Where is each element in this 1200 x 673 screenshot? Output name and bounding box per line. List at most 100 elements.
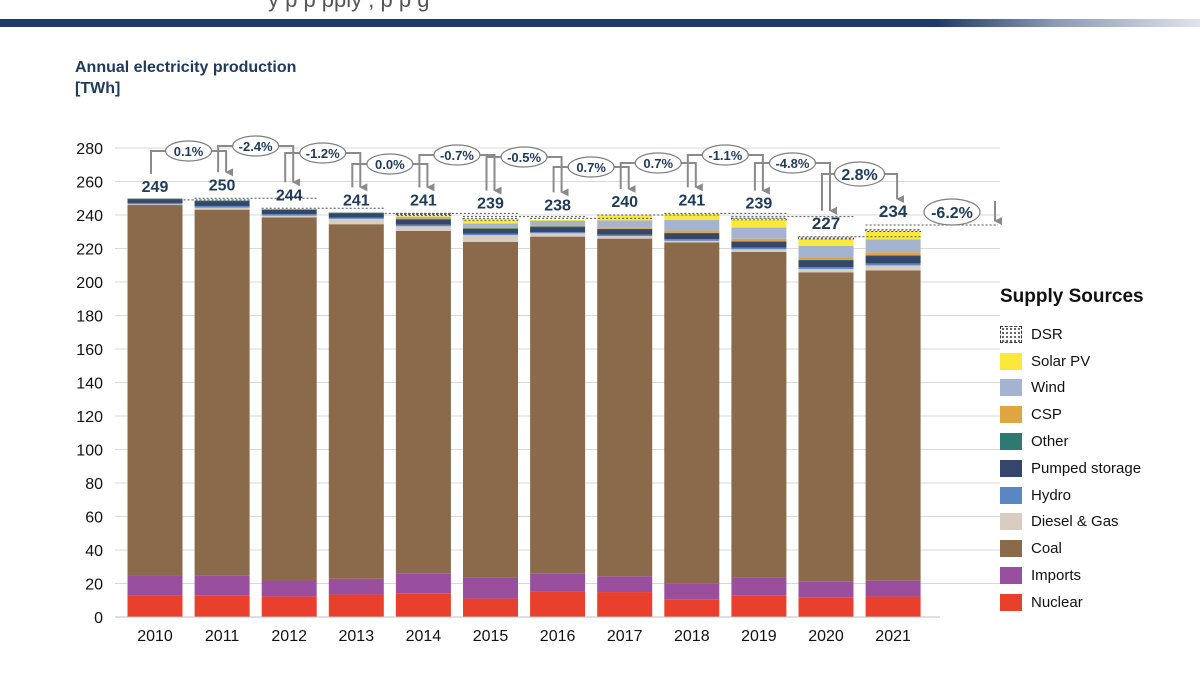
bar-segment-nuclear xyxy=(664,599,720,617)
legend-swatch xyxy=(1000,352,1022,370)
banner-bar xyxy=(0,19,1200,27)
legend-label: Nuclear xyxy=(1031,593,1083,611)
bar-segment-nuclear xyxy=(261,596,317,617)
x-tick-label: 2019 xyxy=(741,628,777,645)
bar-segment-hydro xyxy=(127,202,183,205)
bar-segment-solar-pv xyxy=(664,214,720,221)
legend-item-coal: Coal xyxy=(1000,535,1200,562)
legend-label: Hydro xyxy=(1031,486,1072,504)
bar-segment-csp xyxy=(597,227,653,229)
bar-segment-wind xyxy=(731,227,787,239)
bar-segment-pumped-storage xyxy=(664,233,720,240)
bar-segment-nuclear xyxy=(731,595,787,617)
y-tick-label: 240 xyxy=(76,208,103,225)
bar-segment-nuclear xyxy=(597,592,653,617)
bar-segment-hydro xyxy=(463,233,518,236)
total-label: 249 xyxy=(142,179,169,196)
bar-2018 xyxy=(664,214,720,617)
legend-label: Solar PV xyxy=(1031,352,1091,370)
bar-segment-dsr xyxy=(462,218,519,221)
bar-segment-hydro xyxy=(798,267,854,269)
legend-swatch xyxy=(1000,540,1022,558)
change-bubble xyxy=(164,140,213,162)
bar-2010 xyxy=(127,198,183,617)
bar-segment-coal xyxy=(798,272,854,582)
change-bubble xyxy=(232,135,280,157)
x-tick-label: 2021 xyxy=(875,628,911,645)
bar-segment-solar-pv xyxy=(731,219,787,228)
bar-2019 xyxy=(731,217,787,617)
legend-swatch xyxy=(1000,513,1022,531)
bar-2012 xyxy=(261,208,317,617)
bar-segment-imports xyxy=(395,573,451,594)
bar-segment-hydro xyxy=(261,214,317,216)
bar-segment-csp xyxy=(865,252,921,256)
y-tick-label: 20 xyxy=(85,577,103,594)
bar-segment-csp xyxy=(530,225,586,227)
bar-segment-nuclear xyxy=(798,597,854,617)
bar-segment-csp xyxy=(664,230,720,233)
y-tick-label: 120 xyxy=(76,409,103,426)
legend-item-csp: CSP xyxy=(1000,401,1200,428)
bar-segment-nuclear xyxy=(194,595,250,617)
bar-2021 xyxy=(865,229,921,617)
bar-segment-imports xyxy=(731,577,787,596)
total-label: 227 xyxy=(812,214,840,233)
bar-segment-imports xyxy=(328,578,384,595)
chart-title-line1: Annual electricity production xyxy=(75,59,297,76)
bar-segment-imports xyxy=(798,581,854,598)
bar-segment-pumped-storage xyxy=(328,212,384,218)
bar-2011 xyxy=(194,200,250,617)
legend: Supply Sources DSR Solar PV Wind CSP Other Pu… xyxy=(1000,286,1200,616)
y-tick-label: 140 xyxy=(76,376,103,393)
bar-2020 xyxy=(798,236,854,617)
total-label: 239 xyxy=(477,196,504,213)
total-label: 239 xyxy=(746,196,773,213)
bar-segment-other xyxy=(798,259,854,261)
change-label: -2.4% xyxy=(239,139,273,154)
bar-segment-imports xyxy=(463,577,518,599)
change-label: -1.1% xyxy=(708,148,742,163)
y-tick-label: 0 xyxy=(94,610,103,627)
change-label: 0.7% xyxy=(576,160,606,175)
bar-segment-nuclear xyxy=(463,598,518,617)
bar-segment-coal xyxy=(865,270,921,581)
change-bubble xyxy=(500,146,548,168)
change-bubble xyxy=(768,152,817,174)
bar-segment-coal xyxy=(261,217,317,581)
bar-segment-imports xyxy=(865,580,921,597)
total-label: 241 xyxy=(410,192,437,209)
bar-segment-diesel-gas xyxy=(798,268,854,273)
total-label: 244 xyxy=(276,187,303,204)
cut-off-heading: y p p pply , p p g xyxy=(268,0,429,13)
bar-segment-solar-pv xyxy=(463,220,518,224)
bar-segment-nuclear xyxy=(865,596,921,617)
bar-segment-wind xyxy=(463,223,518,228)
chart-title: Annual electricity production [TWh] xyxy=(75,57,296,99)
bar-segment-diesel-gas xyxy=(664,240,720,243)
x-tick-label: 2014 xyxy=(406,628,442,645)
legend-swatch xyxy=(1000,406,1022,424)
change-label: 0.7% xyxy=(643,156,673,171)
bar-segment-solar-pv xyxy=(530,220,586,221)
bar-segment-coal xyxy=(328,224,384,579)
bar-segment-wind xyxy=(530,220,586,226)
bar-segment-coal xyxy=(530,236,586,574)
bar-segment-pumped-storage xyxy=(395,219,451,225)
bar-segment-coal xyxy=(731,251,787,578)
x-tick-label: 2018 xyxy=(674,628,710,645)
change-bubble xyxy=(634,152,682,174)
total-label: 241 xyxy=(343,192,370,209)
bar-2015 xyxy=(462,218,519,617)
change-label: 0.1% xyxy=(174,144,204,159)
bar-segment-imports xyxy=(664,583,720,600)
bar-segment-diesel-gas xyxy=(127,204,183,206)
legend-item-hydro: Hydro xyxy=(1000,482,1200,509)
bar-segment-imports xyxy=(194,575,250,596)
y-tick-label: 220 xyxy=(76,242,103,259)
legend-label: Imports xyxy=(1031,567,1082,585)
chart-title-line2: [TWh] xyxy=(75,80,121,97)
bar-segment-pumped-storage xyxy=(127,198,183,203)
x-tick-label: 2011 xyxy=(205,628,240,645)
y-tick-label: 180 xyxy=(76,309,103,326)
